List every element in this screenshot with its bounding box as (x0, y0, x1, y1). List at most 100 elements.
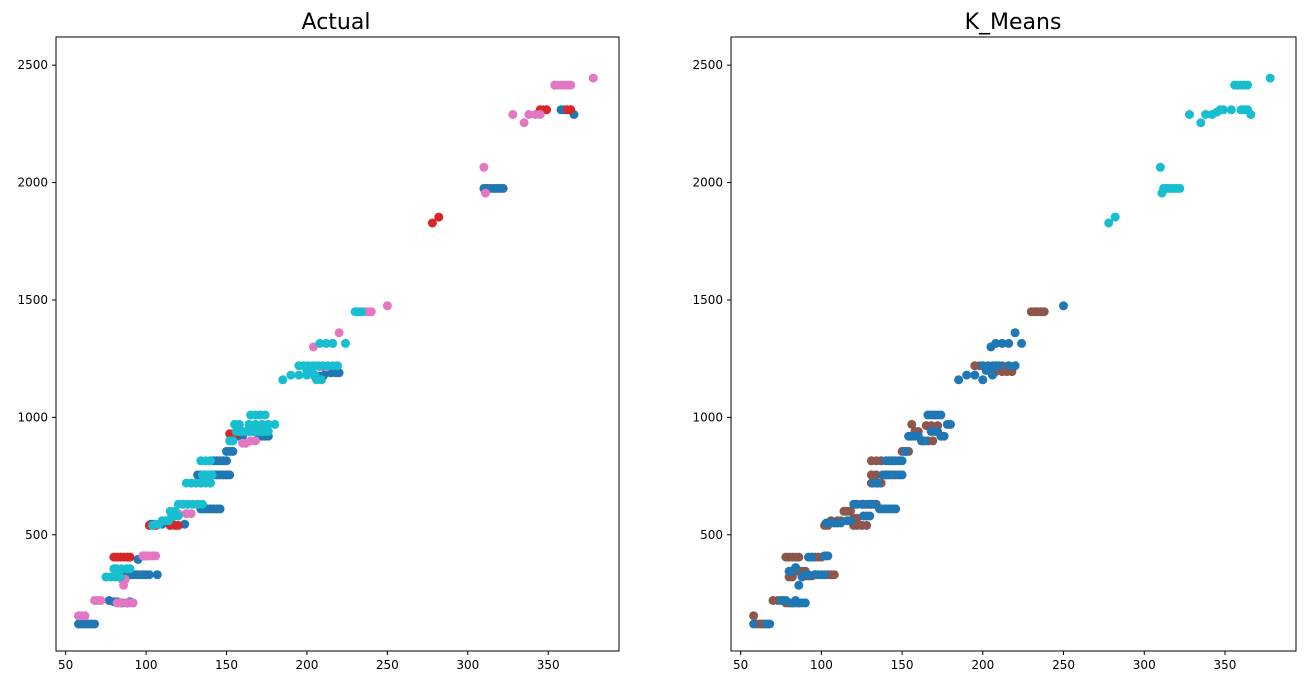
data-point-actual-s0-77 (498, 183, 508, 193)
data-point-actual-s1-15 (427, 218, 437, 228)
data-point-kmeans-s1-78 (946, 419, 955, 429)
x-tick-label-kmeans-6: 350 (1214, 658, 1237, 672)
data-point-kmeans-s1-81 (970, 370, 980, 380)
data-point-kmeans-s1-98 (1010, 328, 1020, 338)
data-point-kmeans-s2-2 (1155, 162, 1165, 172)
data-point-kmeans-s0-59 (871, 470, 881, 480)
data-point-actual-s3-64 (294, 370, 304, 380)
data-point-kmeans-s1-9 (800, 598, 810, 608)
data-point-kmeans-s1-94 (991, 338, 1001, 348)
y-tick-label-kmeans-0: 500 (700, 528, 723, 542)
data-point-kmeans-s1-42 (891, 504, 901, 514)
data-point-actual-s2-5 (96, 596, 106, 605)
data-point-actual-s2-29 (334, 328, 344, 338)
data-point-actual-s1-11 (173, 520, 183, 530)
data-point-actual-s2-40 (535, 110, 545, 119)
data-point-actual-s2-32 (366, 307, 376, 317)
data-point-kmeans-s0-41 (846, 506, 855, 516)
chart-title-actual: Actual (302, 10, 371, 35)
data-point-actual-s3-63 (286, 370, 296, 380)
y-axis-kmeans: 500 1000 1500 2000 2500 (692, 58, 731, 542)
x-tick-label-actual-3: 200 (295, 658, 318, 672)
y-tick-label-kmeans-1: 1000 (692, 410, 723, 424)
data-point-actual-s3-77 (307, 365, 317, 375)
data-point-actual-s2-38 (524, 110, 534, 119)
y-tick-label-actual-1: 1000 (17, 410, 48, 424)
x-axis-actual: 50 100 150 200 250 300 350 (58, 651, 560, 672)
data-point-kmeans-s2-10 (1185, 110, 1194, 119)
data-point-kmeans-s1-12 (791, 563, 801, 573)
data-point-actual-s3-37 (207, 470, 217, 480)
data-point-actual-s0-56 (228, 446, 238, 456)
x-tick-label-actual-5: 300 (456, 658, 479, 672)
data-point-actual-s0-47 (225, 470, 235, 480)
x-axis-kmeans: 50 100 150 200 250 300 350 (733, 651, 1236, 672)
data-point-kmeans-s1-66 (920, 436, 930, 446)
data-point-kmeans-s1-85 (988, 370, 997, 380)
data-point-actual-s3-56 (260, 410, 270, 420)
kmeans-scatter-panel: K_Means 50 100 150 200 250 300 350 500 1000 1500… (692, 10, 1297, 672)
data-point-kmeans-s2-1 (1110, 212, 1120, 222)
data-point-actual-s1-19 (542, 105, 552, 115)
data-point-actual-s3-52 (234, 419, 244, 429)
data-point-kmeans-s0-51 (862, 520, 872, 530)
data-point-kmeans-s0-86 (1039, 307, 1049, 317)
data-point-kmeans-s1-95 (997, 338, 1007, 348)
data-point-kmeans-s2-16 (1218, 105, 1228, 115)
data-point-kmeans-s1-76 (939, 431, 949, 441)
data-point-kmeans-s1-99 (1059, 301, 1068, 311)
data-point-kmeans-s1-34 (858, 499, 868, 509)
data-point-kmeans-s1-51 (887, 470, 897, 480)
data-point-actual-s3-25 (197, 499, 207, 509)
x-tick-label-kmeans-5: 300 (1133, 658, 1156, 672)
data-point-actual-s3-81 (321, 338, 331, 348)
data-point-actual-s3-39 (228, 436, 238, 446)
data-point-kmeans-s1-82 (978, 375, 988, 385)
data-point-actual-s3-79 (316, 375, 326, 385)
data-point-kmeans-s2-12 (1201, 110, 1211, 119)
data-point-actual-s2-47 (588, 73, 598, 83)
data-point-actual-s3-59 (257, 419, 267, 429)
data-point-kmeans-s2-26 (1246, 110, 1256, 119)
data-point-actual-s3-8 (125, 564, 135, 574)
data-point-actual-s3-50 (263, 427, 273, 436)
data-point-kmeans-s2-27 (1265, 73, 1275, 83)
data-point-kmeans-s1-13 (794, 580, 804, 590)
data-point-kmeans-s0-22 (794, 552, 804, 562)
data-point-kmeans-s1-2 (765, 619, 775, 629)
data-point-actual-s0-5 (90, 619, 100, 629)
x-tick-label-actual-1: 100 (135, 658, 158, 672)
data-point-actual-s2-46 (566, 80, 576, 90)
data-point-kmeans-s1-96 (1004, 338, 1014, 348)
data-point-kmeans-s2-17 (1226, 105, 1236, 115)
data-point-actual-s3-19 (170, 506, 180, 516)
y-tick-label-kmeans-3: 2000 (692, 176, 723, 190)
data-point-actual-s1-5 (125, 552, 135, 562)
data-point-kmeans-s1-80 (962, 370, 972, 380)
data-point-kmeans-s1-24 (820, 570, 830, 580)
x-tick-label-kmeans-2: 150 (891, 658, 914, 672)
chart-title-kmeans: K_Means (965, 10, 1062, 35)
plot-frame-kmeans (730, 36, 1297, 652)
data-point-kmeans-s0-33 (829, 570, 839, 580)
data-point-kmeans-s1-53 (897, 470, 907, 480)
data-point-kmeans-s1-79 (954, 375, 964, 385)
y-tick-label-actual-2: 1500 (17, 293, 48, 307)
x-tick-label-kmeans-1: 100 (810, 658, 833, 672)
data-point-actual-s0-70 (334, 368, 344, 378)
data-point-actual-s3-83 (341, 338, 350, 348)
data-point-actual-s3-82 (328, 338, 338, 348)
data-point-kmeans-s1-92 (1010, 361, 1020, 371)
data-point-kmeans-s1-18 (823, 551, 833, 561)
data-point-kmeans-s1-20 (804, 570, 813, 580)
data-point-kmeans-s0-0 (749, 611, 759, 621)
data-point-actual-s2-34 (479, 162, 489, 172)
x-tick-label-actual-0: 50 (58, 658, 73, 672)
data-point-kmeans-s2-11 (1196, 118, 1206, 128)
data-point-kmeans-s2-22 (1243, 80, 1253, 90)
data-point-actual-s2-2 (80, 611, 90, 621)
data-point-actual-s3-62 (278, 375, 288, 385)
points-kmeans (749, 73, 1275, 629)
y-tick-label-kmeans-4: 2500 (692, 58, 723, 72)
data-point-kmeans-s1-90 (994, 361, 1004, 371)
